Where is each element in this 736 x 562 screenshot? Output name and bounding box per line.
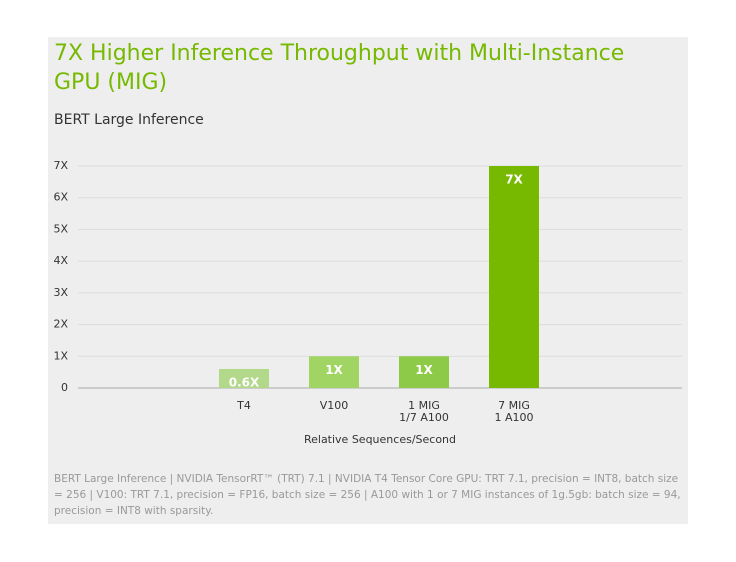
bar (219, 368, 269, 388)
value-label: 1X (325, 363, 343, 377)
x-tick-sublabel: 1/7 A100 (399, 411, 449, 424)
chart-subtitle: BERT Large Inference (54, 112, 204, 128)
chart-title: 7X Higher Inference Throughput with Mult… (54, 41, 625, 95)
y-tick-label: 3X (53, 286, 68, 299)
value-label: 7X (505, 173, 523, 187)
footnote: BERT Large Inference | NVIDIA TensorRT™ … (54, 473, 681, 517)
y-tick-label: 7X (53, 159, 68, 172)
bar (399, 356, 449, 388)
x-tick-label: V100 (320, 399, 349, 412)
chart-panel: 7X Higher Inference Throughput with Mult… (48, 37, 688, 524)
bar (489, 166, 539, 388)
x-tick-label: 1 MIG (408, 399, 440, 412)
x-tick-label: 7 MIG (498, 399, 530, 412)
y-tick-label: 2X (53, 318, 68, 331)
y-tick-label: 1X (53, 349, 68, 362)
x-axis-label: Relative Sequences/Second (304, 433, 456, 446)
x-tick-sublabel: 1 A100 (494, 411, 533, 424)
y-tick-label: 6X (53, 191, 68, 204)
value-label: 1X (415, 363, 433, 377)
y-tick-label: 5X (53, 222, 68, 235)
bar (309, 356, 359, 388)
y-tick-label: 4X (53, 254, 68, 267)
value-label: 0.6X (229, 375, 260, 389)
x-tick-label: T4 (236, 399, 251, 412)
y-tick-label: 0 (61, 381, 68, 394)
